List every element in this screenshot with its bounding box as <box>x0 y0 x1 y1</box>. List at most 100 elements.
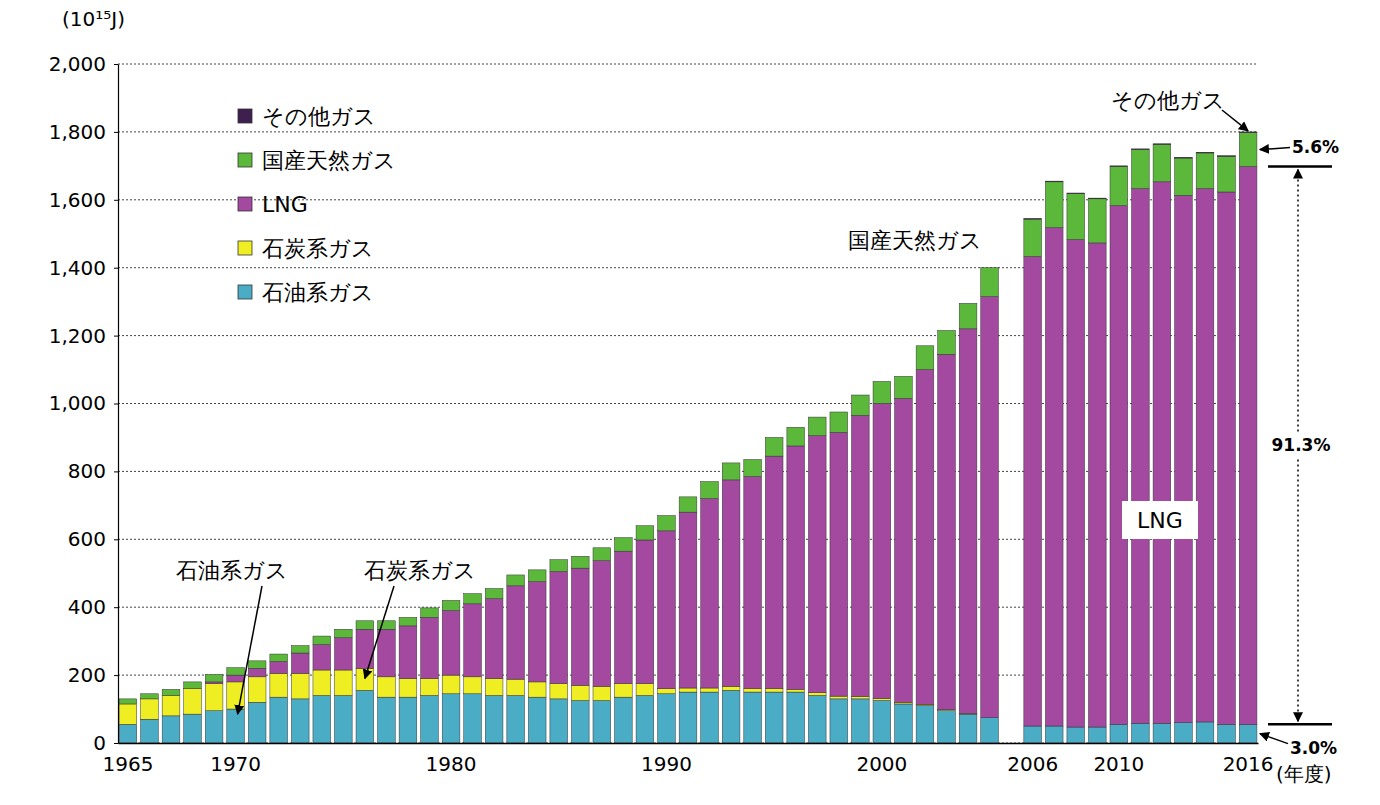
bar <box>399 697 417 743</box>
bar <box>830 412 848 432</box>
y-tick: 400 <box>68 595 118 619</box>
bar <box>119 699 137 704</box>
bar <box>787 692 805 743</box>
bar <box>701 692 719 743</box>
x-tick-label: 1970 <box>210 752 261 776</box>
bar <box>141 699 159 719</box>
bar <box>421 678 439 695</box>
x-tick: 2000 <box>856 752 907 776</box>
bar <box>615 684 633 698</box>
bar <box>959 714 977 743</box>
bar <box>1239 131 1257 133</box>
bar <box>485 695 503 743</box>
bar <box>1196 722 1214 743</box>
bar <box>571 568 589 685</box>
bar <box>141 694 159 699</box>
bar <box>248 677 266 702</box>
bar <box>873 699 891 701</box>
y-axis: 02004006008001,0001,2001,4001,6001,8002,… <box>49 52 119 755</box>
bar <box>1110 206 1128 725</box>
bar <box>1132 189 1150 724</box>
bar <box>270 697 288 743</box>
annotation: その他ガス <box>1111 88 1225 113</box>
bar <box>938 331 956 355</box>
bar <box>679 688 697 692</box>
bar <box>808 693 826 696</box>
grid-line <box>118 471 1258 472</box>
annotation: 91.3% <box>1272 435 1331 455</box>
bar <box>550 572 568 684</box>
annotation-arrow <box>1222 110 1248 131</box>
y-axis-line <box>118 65 119 744</box>
bar <box>744 460 762 477</box>
bar <box>270 673 288 697</box>
bar <box>679 497 697 512</box>
bar <box>852 395 870 415</box>
legend-swatch <box>238 241 252 255</box>
y-tick-label: 400 <box>68 595 106 619</box>
x-tick-label: 2010 <box>1093 752 1144 776</box>
y-tick: 1,600 <box>49 188 118 212</box>
bar <box>593 701 611 743</box>
bar <box>421 695 439 743</box>
y-tick-mark <box>114 675 118 676</box>
bar <box>291 653 309 673</box>
annotation-box <box>1272 433 1330 457</box>
bar <box>356 629 374 668</box>
bar <box>679 692 697 743</box>
bar <box>744 692 762 743</box>
bar <box>442 611 460 676</box>
chart: 02004006008001,0001,2001,4001,6001,8002,… <box>0 0 1380 805</box>
bar <box>270 654 288 661</box>
bar <box>1153 182 1171 724</box>
x-tick-label: 1980 <box>426 752 477 776</box>
bar <box>1153 144 1171 181</box>
bar <box>1024 256 1042 726</box>
y-tick-mark <box>114 404 118 405</box>
bar <box>959 329 977 714</box>
bar <box>1239 724 1257 743</box>
bar <box>593 548 611 561</box>
bar <box>1132 148 1150 150</box>
bar <box>1196 153 1214 189</box>
y-tick-mark <box>114 64 118 65</box>
bar <box>615 538 633 552</box>
x-tick-label: 2006 <box>1007 752 1058 776</box>
bar <box>787 689 805 692</box>
x-axis: 19651970198019902000200620102016 <box>102 744 1273 777</box>
bar <box>334 629 352 637</box>
bar <box>1110 167 1128 206</box>
x-tick: 2016 <box>1223 752 1274 776</box>
legend-label: その他ガス <box>262 104 376 129</box>
bar <box>1045 182 1063 228</box>
bar <box>507 679 525 695</box>
bar <box>334 670 352 695</box>
annotation-arrow <box>238 586 262 714</box>
bar <box>722 480 740 686</box>
bar <box>636 526 654 540</box>
bar <box>916 346 934 370</box>
bar <box>507 586 525 679</box>
y-tick-label: 1,600 <box>49 188 106 212</box>
y-tick: 200 <box>68 663 118 687</box>
bar <box>442 694 460 743</box>
bar <box>550 684 568 699</box>
annotation: 5.6% <box>1292 137 1339 157</box>
y-tick-mark <box>114 471 118 472</box>
y-tick-mark <box>114 607 118 608</box>
bar <box>1045 228 1063 726</box>
bar <box>1175 195 1193 722</box>
bar <box>1110 724 1128 743</box>
series <box>119 668 977 724</box>
x-axis-line <box>119 743 1259 745</box>
legend-label: 石炭系ガス <box>262 236 374 261</box>
bar <box>765 456 783 689</box>
bar <box>248 661 266 668</box>
x-tick-label: 2016 <box>1223 752 1274 776</box>
bar <box>464 677 482 694</box>
bar <box>1088 198 1106 200</box>
bar <box>636 695 654 743</box>
bar <box>701 688 719 692</box>
bar <box>162 695 180 715</box>
bar <box>227 709 245 743</box>
